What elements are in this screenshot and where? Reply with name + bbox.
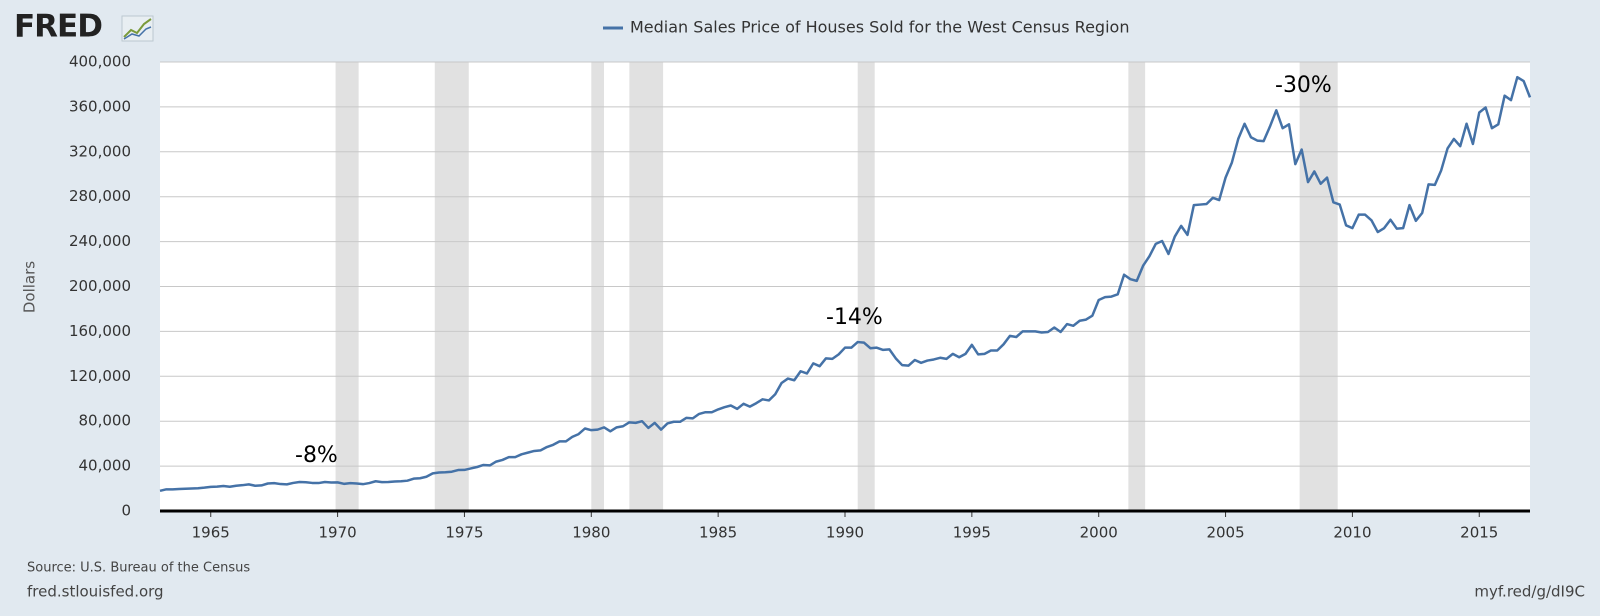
plot <box>159 75 1532 493</box>
y-tick-label: 240,000 <box>69 232 131 250</box>
legend-label: Median Sales Price of Houses Sold for th… <box>630 18 1129 37</box>
y-tick-label: 200,000 <box>69 277 131 295</box>
y-tick-label: 320,000 <box>69 142 131 160</box>
x-tick-label: 2005 <box>1206 524 1244 542</box>
x-tick-label: 1975 <box>445 524 483 542</box>
y-tick-label: 0 <box>121 502 131 520</box>
x-tick-label: 1995 <box>953 524 991 542</box>
y-tick-label: 160,000 <box>69 322 131 340</box>
y-tick-label: 280,000 <box>69 187 131 205</box>
x-tick-label: 2010 <box>1333 524 1371 542</box>
x-tick-label: 1985 <box>699 524 737 542</box>
x-tick-label: 1965 <box>192 524 230 542</box>
annotation: -8% <box>295 443 338 468</box>
grid <box>160 61 1530 512</box>
x-tick-label: 1980 <box>572 524 610 542</box>
y-axis-label: Dollars <box>21 261 39 313</box>
y-tick-label: 80,000 <box>79 412 132 430</box>
annotation: -30% <box>1275 73 1332 98</box>
x-tick-label: 2015 <box>1460 524 1498 542</box>
source: Source: U.S. Bureau of the Census <box>27 561 250 576</box>
x-tick-label: 2000 <box>1080 524 1118 542</box>
y-tick-label: 120,000 <box>69 367 131 385</box>
x-tick-label: 1970 <box>318 524 356 542</box>
series-line <box>159 75 1532 493</box>
y-tick-label: 360,000 <box>69 97 131 115</box>
y-tick-label: 40,000 <box>79 457 132 475</box>
logo: FRED <box>14 9 102 45</box>
link: myf.red/g/dI9C <box>1474 583 1585 601</box>
x-tick-label: 1990 <box>826 524 864 542</box>
site: fred.stlouisfed.org <box>27 583 164 601</box>
logo-icon <box>121 15 154 42</box>
annotation: -14% <box>826 305 883 330</box>
y-tick-label: 400,000 <box>69 53 131 71</box>
